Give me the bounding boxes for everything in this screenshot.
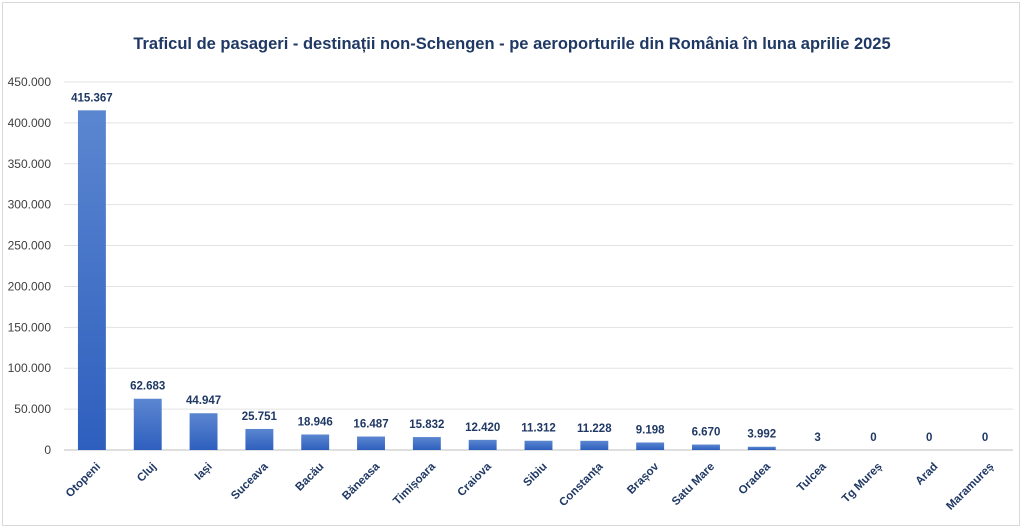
x-tick-label: Iași [193, 461, 215, 483]
x-tick-label: Satu Mare [670, 461, 717, 508]
x-tick-label: Timișoara [391, 460, 438, 507]
x-tick-label: Otopeni [64, 461, 103, 500]
data-label: 0 [982, 432, 988, 444]
bars [77, 110, 776, 451]
y-tick-label: 100.000 [8, 361, 52, 375]
y-tick-label: 0 [44, 443, 51, 457]
bar [580, 440, 609, 450]
data-label: 18.946 [298, 417, 333, 429]
data-label: 0 [926, 432, 932, 444]
x-tick-label: Craiova [456, 460, 495, 499]
bar [245, 428, 274, 450]
chart-title: Traficul de pasageri - destinații non-Sc… [133, 35, 890, 53]
x-tick-label: Oradea [736, 460, 773, 497]
bar [301, 434, 330, 450]
y-tick-label: 50.000 [14, 402, 51, 416]
y-tick-label: 200.000 [8, 279, 52, 293]
gridlines [64, 81, 1013, 451]
x-tick-label: Arad [913, 461, 940, 488]
x-tick-label: Constanța [557, 460, 606, 509]
bar [412, 437, 441, 450]
data-labels: 415.367 62.683 44.947 25.751 18.946 16.487 15.… [71, 92, 988, 444]
bar [189, 413, 218, 450]
data-label: 62.683 [130, 381, 165, 393]
bar [692, 444, 720, 450]
data-label: 12.420 [465, 422, 500, 434]
data-label: 3.992 [747, 429, 776, 441]
x-tick-label: Tg Mureș [840, 461, 885, 506]
data-label: 44.947 [186, 395, 221, 407]
data-label: 11.312 [521, 423, 556, 435]
bar [357, 436, 385, 450]
data-label: 0 [870, 432, 876, 444]
data-label: 11.228 [577, 423, 612, 435]
x-tick-label: Maramureș [944, 461, 996, 513]
bar-chart: Traficul de pasageri - destinații non-Sc… [8, 35, 1013, 513]
y-tick-label: 300.000 [8, 198, 52, 212]
y-tick-label: 400.000 [8, 116, 52, 130]
x-tick-label: Sibiu [521, 461, 549, 489]
data-label: 3 [814, 432, 820, 444]
bar [77, 110, 106, 451]
y-tick-label: 150.000 [8, 320, 52, 334]
data-label: 25.751 [242, 411, 278, 423]
data-label: 16.487 [353, 419, 388, 431]
x-axis-ticks: Otopeni Cluj Iași Suceava Bacău Băneasa Timișo… [64, 460, 996, 512]
y-tick-label: 350.000 [8, 157, 52, 171]
bar [133, 398, 162, 450]
data-label: 415.367 [71, 92, 113, 104]
bar [747, 446, 776, 450]
y-tick-label: 250.000 [8, 239, 52, 253]
x-tick-label: Cluj [135, 461, 159, 485]
x-tick-label: Bacău [294, 461, 327, 494]
x-tick-label: Suceava [229, 460, 271, 502]
x-tick-label: Brașov [625, 460, 661, 496]
data-label: 6.670 [692, 427, 721, 439]
data-label: 15.832 [409, 419, 444, 431]
bar [524, 440, 553, 450]
y-tick-label: 450.000 [8, 75, 52, 89]
x-tick-label: Băneasa [340, 460, 382, 502]
y-axis-ticks: 0 50.000 100.000 150.000 200.000 250.000 300.0… [8, 75, 52, 457]
data-label: 9.198 [636, 424, 665, 436]
bar [636, 442, 665, 450]
x-tick-label: Tulcea [795, 460, 829, 494]
bar [468, 439, 497, 450]
